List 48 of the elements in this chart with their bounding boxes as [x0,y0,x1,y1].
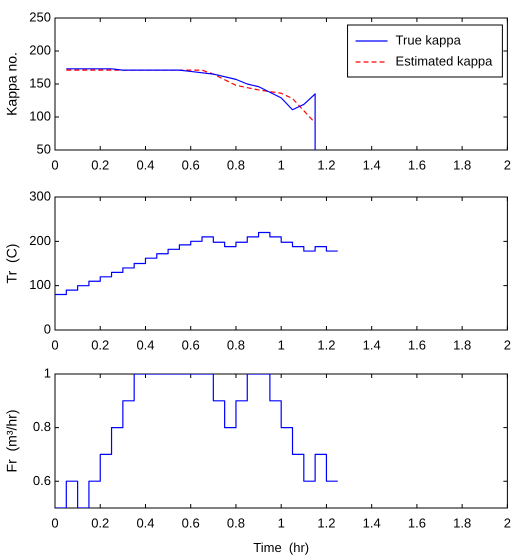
x-tick-label: 2 [504,515,511,530]
x-tick-label: 0.8 [226,337,245,352]
legend-label: Estimated kappa [396,54,494,69]
x-tick-label: 0.6 [182,515,200,530]
y-tick-label: 0 [44,322,51,337]
x-tick-label: 1 [278,515,285,530]
x-tick-label: 1.8 [453,337,472,352]
x-tick-label: 2 [504,157,511,172]
y-tick-label: 200 [29,232,51,248]
x-tick-label: 0.8 [226,515,245,530]
y-tick-label: 250 [29,10,51,25]
x-tick-label: 0.2 [91,515,110,530]
y-tick-label: 50 [36,142,51,157]
y-tick-label: 100 [29,108,51,124]
y-tick-label: 0.6 [32,472,51,488]
legend-label: True kappa [396,32,462,48]
x-tick-label: 2 [504,337,511,352]
y-tick-label: 0.8 [32,419,51,434]
x-tick-label: 0.6 [182,337,200,352]
y-axis-title: Fr (m³/hr) [3,410,20,472]
x-tick-label: 1.6 [408,515,426,530]
x-tick-label: 1.4 [362,337,381,352]
x-tick-label: 1 [278,157,285,172]
y-tick-label: 200 [29,42,51,58]
x-tick-label: 0.4 [136,157,155,172]
y-tick-label: 300 [29,188,51,204]
x-tick-label: 1.2 [317,515,336,530]
x-tick-label: 0.2 [91,337,110,352]
x-tick-label: 1.4 [362,157,381,172]
y-axis-title: Tr (C) [3,244,20,284]
x-tick-label: 1.6 [408,157,426,172]
x-tick-label: 0.6 [182,157,200,172]
x-tick-label: 1 [278,337,285,352]
x-tick-label: 0.4 [136,515,155,530]
x-tick-label: 1.2 [317,337,336,352]
x-tick-label: 1.2 [317,157,336,172]
x-axis-title: Time (hr) [253,540,310,555]
x-tick-label: 0.8 [226,157,245,172]
y-tick-label: 150 [29,76,51,91]
x-tick-label: 0.4 [136,337,155,352]
y-tick-label: 100 [29,277,51,292]
y-tick-label: 1 [44,366,51,381]
x-tick-label: 1.6 [408,337,426,352]
x-tick-label: 1.8 [453,515,472,530]
x-tick-label: 1.4 [362,515,381,530]
y-axis-title: Kappa no. [3,52,20,116]
x-tick-label: 0.2 [91,157,110,172]
x-tick-label: 1.8 [453,157,472,172]
